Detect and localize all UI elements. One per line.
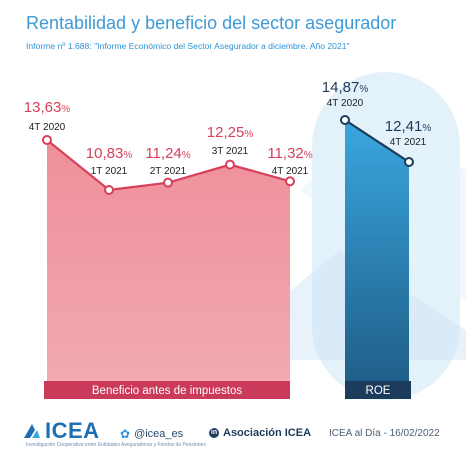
- twitter-link[interactable]: ✿ @icea_es: [120, 427, 183, 441]
- benefit-value-label: 13,63%: [24, 99, 71, 116]
- chart-title: Rentabilidad y beneficio del sector aseg…: [26, 13, 397, 33]
- benefit-point: [225, 159, 235, 170]
- benefit-value-label: 11,24%: [145, 145, 190, 162]
- benefit-category-label: 3T 2021: [212, 146, 249, 157]
- roe-value-label: 12,41%: [385, 118, 432, 135]
- brand-tagline: Investigación Cooperativa entre Entidade…: [26, 442, 206, 448]
- benefit-value-label: 12,25%: [207, 124, 254, 141]
- roe-category-label: 4T 2020: [327, 98, 364, 109]
- roe-point: [404, 157, 414, 167]
- twitter-handle: @icea_es: [134, 428, 184, 440]
- benefit-category-label: 4T 2020: [29, 122, 66, 133]
- brand-name: ICEA: [45, 418, 100, 443]
- benefit-point: [163, 177, 173, 188]
- benefit-point: [104, 185, 114, 195]
- benefit-category-label: 2T 2021: [150, 166, 187, 177]
- roe-point: [340, 115, 350, 125]
- footer: ICEA Investigación Cooperativa entre Ent…: [0, 418, 466, 448]
- linkedin-link[interactable]: in Asociación ICEA: [209, 427, 311, 439]
- chart: 13,63% 4T 2020 10,83% 1T 2021 11,24% 2T 2021 1…: [24, 72, 466, 400]
- benefit-category-label: 4T 2021: [272, 166, 309, 177]
- benefit-series: 13,63% 4T 2020 10,83% 1T 2021 11,24% 2T 2021 1…: [24, 99, 313, 381]
- roe-category-label: 4T 2021: [390, 137, 427, 148]
- date-stamp: ICEA al Día - 16/02/2022: [329, 428, 440, 439]
- linkedin-icon: in: [209, 428, 219, 438]
- twitter-icon: ✿: [120, 427, 131, 441]
- benefit-value-label: 11,32%: [267, 145, 312, 162]
- roe-label-bar: [345, 381, 411, 399]
- linkedin-name: Asociación ICEA: [223, 427, 312, 439]
- roe-line: [344, 119, 410, 163]
- roe-series: 14,87% 4T 2020 12,41% 4T 2021: [322, 79, 432, 381]
- roe-value-label: 14,87%: [322, 79, 369, 96]
- icea-logo-icon: [24, 424, 40, 438]
- chart-subtitle: Informe nº 1.688: "Informe Económico del…: [26, 41, 350, 51]
- roe-area: [345, 120, 409, 381]
- benefit-label-bar: [44, 381, 290, 399]
- benefit-point: [285, 176, 295, 187]
- benefit-point: [42, 135, 52, 145]
- benefit-label: Beneficio antes de impuestos: [92, 385, 242, 397]
- brand-logo[interactable]: ICEA: [22, 418, 100, 444]
- benefit-value-label: 10,83%: [86, 145, 133, 162]
- roe-label: ROE: [366, 385, 391, 397]
- benefit-category-label: 1T 2021: [91, 166, 128, 177]
- benefit-area: [47, 140, 290, 381]
